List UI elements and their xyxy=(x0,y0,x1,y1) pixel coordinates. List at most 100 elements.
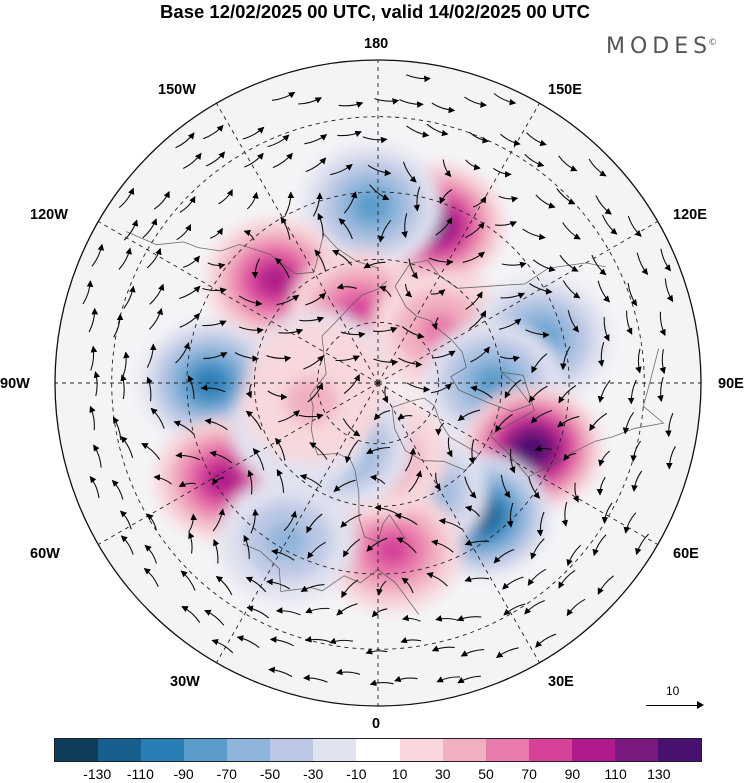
wind-arrow-183 xyxy=(120,435,134,458)
wind-arrow-82 xyxy=(532,259,556,273)
wind-arrow-9 xyxy=(175,132,195,149)
wind-arrow-72 xyxy=(207,262,226,270)
wind-arrow-42 xyxy=(343,191,358,214)
wind-arrow-103 xyxy=(597,280,610,303)
wind-arrow-276 xyxy=(435,615,459,622)
colorbar-segment-12 xyxy=(571,739,615,761)
wind-arrow-168 xyxy=(245,410,262,431)
wind-arrow-131 xyxy=(266,355,292,362)
wind-arrow-283 xyxy=(269,636,295,647)
coastline-0 xyxy=(394,286,665,478)
wind-arrow-170 xyxy=(298,413,324,420)
anomaly-neg-1-level-3 xyxy=(353,189,391,223)
wind-arrow-207 xyxy=(276,469,285,493)
wind-vectors xyxy=(82,74,676,686)
wind-arrow-192 xyxy=(404,447,417,472)
colorbar-tick-label: -70 xyxy=(216,766,237,782)
map-boundary xyxy=(54,59,702,707)
wind-arrow-165 xyxy=(150,407,165,429)
wind-arrow-163 xyxy=(89,405,96,431)
wind-arrow-100 xyxy=(500,292,525,299)
wind-arrow-49 xyxy=(556,188,576,205)
wind-arrow-1 xyxy=(271,91,296,101)
wind-arrow-27 xyxy=(367,164,392,177)
meridian-240 xyxy=(377,221,658,384)
meridian-60 xyxy=(98,382,379,545)
wind-arrow-123 xyxy=(626,310,633,335)
wind-arrow-83 xyxy=(559,254,579,272)
wind-arrow-2 xyxy=(298,97,322,105)
wind-arrow-198 xyxy=(598,450,611,467)
wind-arrow-38 xyxy=(218,189,233,205)
wind-arrow-175 xyxy=(457,409,481,422)
lon-label-120w: 120W xyxy=(30,207,68,223)
wind-arrow-280 xyxy=(566,598,586,617)
wind-arrow-180 xyxy=(622,411,635,435)
anomaly-pos-10-level-6 xyxy=(516,434,549,463)
wind-arrow-220 xyxy=(146,513,157,531)
wind-arrow-199 xyxy=(630,440,642,463)
wind-arrow-26 xyxy=(330,163,353,176)
wind-arrow-150 xyxy=(267,390,288,401)
wind-arrow-54 xyxy=(210,227,223,239)
wind-arrow-239 xyxy=(213,539,220,564)
wind-arrow-187 xyxy=(252,448,265,471)
wind-arrow-231 xyxy=(506,502,514,528)
wind-arrow-80 xyxy=(462,251,485,263)
wind-arrow-61 xyxy=(435,217,453,236)
wind-arrow-90 xyxy=(179,285,201,300)
wind-arrow-89 xyxy=(149,283,165,305)
wind-arrow-60 xyxy=(401,213,408,239)
wind-arrow-155 xyxy=(431,383,452,394)
wind-arrow-156 xyxy=(470,385,493,399)
wind-arrow-127 xyxy=(146,343,157,368)
wind-arrow-69 xyxy=(118,247,132,270)
wind-arrow-44 xyxy=(413,186,421,212)
wind-arrow-153 xyxy=(381,385,389,404)
lon-label-60w: 60W xyxy=(30,546,60,562)
colorbar-tick-label: 90 xyxy=(564,766,581,782)
wind-arrow-88 xyxy=(123,285,136,309)
wind-arrow-257 xyxy=(266,578,291,590)
wind-arrow-24 xyxy=(272,152,293,169)
wind-arrow-146 xyxy=(146,376,153,402)
wind-arrow-76 xyxy=(332,249,353,266)
wind-arrow-19 xyxy=(500,133,521,147)
wind-arrow-196 xyxy=(534,444,552,452)
wind-arrow-32 xyxy=(524,153,545,168)
colorbar-tick-label: -30 xyxy=(303,766,324,782)
colorbar-segment-6 xyxy=(313,739,357,761)
lon-label-150w: 150W xyxy=(158,82,196,98)
wind-arrow-229 xyxy=(438,517,463,530)
wind-arrow-84 xyxy=(591,254,607,276)
wind-arrow-271 xyxy=(275,607,301,616)
wind-arrow-10 xyxy=(203,124,224,140)
wind-arrow-241 xyxy=(271,548,295,561)
map-title: Base 12/02/2025 00 UTC, valid 14/02/2025… xyxy=(160,1,590,22)
wind-arrow-62 xyxy=(465,221,485,239)
wind-arrow-158 xyxy=(528,385,548,403)
wind-arrow-246 xyxy=(431,539,454,553)
wind-arrow-252 xyxy=(635,533,649,556)
wind-arrow-115 xyxy=(372,326,398,334)
wind-arrow-56 xyxy=(280,216,291,240)
wind-arrow-53 xyxy=(176,223,192,241)
wind-arrow-110 xyxy=(202,320,227,327)
wind-arrow-43 xyxy=(369,184,390,201)
wind-arrow-204 xyxy=(178,480,196,488)
colorbar-segment-14 xyxy=(657,739,701,761)
wind-arrow-176 xyxy=(495,413,513,433)
wind-arrow-202 xyxy=(111,479,124,500)
wind-arrow-122 xyxy=(603,317,610,342)
graticule xyxy=(55,60,701,706)
wind-arrow-98 xyxy=(430,289,446,297)
lon-label-0: 0 xyxy=(372,716,381,732)
brand-name: MODES xyxy=(606,34,713,59)
wind-arrow-284 xyxy=(304,636,330,643)
wind-arrow-140 xyxy=(559,346,571,371)
wind-arrow-118 xyxy=(469,310,487,330)
wind-arrow-31 xyxy=(492,167,512,178)
wind-arrow-269 xyxy=(204,609,225,626)
colorbar-segment-5 xyxy=(270,739,314,761)
wind-arrow-294 xyxy=(335,668,361,676)
